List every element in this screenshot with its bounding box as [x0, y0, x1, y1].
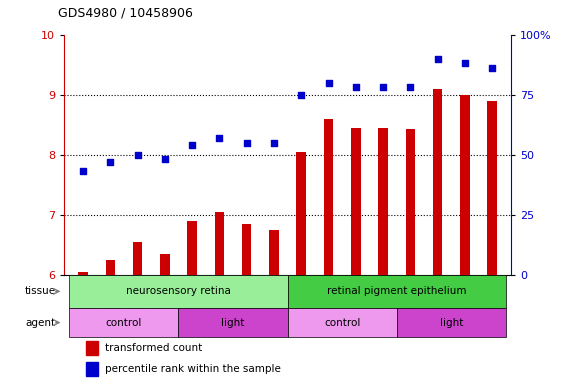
Text: GDS4980 / 10458906: GDS4980 / 10458906	[58, 6, 193, 19]
Text: control: control	[324, 318, 360, 328]
Bar	[78, 271, 88, 275]
Bar	[87, 341, 98, 355]
Bar	[187, 220, 197, 275]
Point	[215, 135, 224, 141]
Text: control: control	[106, 318, 142, 328]
Bar	[324, 119, 333, 275]
Bar	[487, 101, 497, 275]
Text: tissue: tissue	[24, 286, 56, 296]
Bar	[242, 223, 252, 275]
Point	[78, 168, 88, 174]
Text: light: light	[440, 318, 463, 328]
Text: light: light	[221, 318, 245, 328]
Bar	[178, 308, 288, 337]
Point	[242, 139, 252, 146]
Point	[460, 60, 469, 66]
Point	[351, 84, 360, 91]
Bar	[214, 212, 224, 275]
Point	[324, 79, 333, 86]
Point	[433, 56, 442, 62]
Bar	[406, 129, 415, 275]
Bar	[351, 127, 361, 275]
Bar	[460, 94, 469, 275]
Point	[487, 65, 497, 71]
Bar	[69, 275, 288, 308]
Point	[378, 84, 388, 91]
Bar	[269, 230, 279, 275]
Bar	[296, 152, 306, 275]
Text: retinal pigment epithelium: retinal pigment epithelium	[327, 286, 467, 296]
Point	[106, 159, 115, 165]
Bar	[433, 89, 442, 275]
Bar	[133, 242, 142, 275]
Bar	[160, 253, 170, 275]
Point	[406, 84, 415, 91]
Bar	[288, 275, 506, 308]
Point	[296, 91, 306, 98]
Bar	[106, 260, 115, 275]
Bar	[378, 127, 388, 275]
Point	[270, 139, 279, 146]
Bar	[288, 308, 397, 337]
Bar	[397, 308, 506, 337]
Bar	[87, 362, 98, 376]
Text: neurosensory retina: neurosensory retina	[126, 286, 231, 296]
Point	[188, 142, 197, 148]
Text: agent: agent	[26, 318, 56, 328]
Point	[160, 156, 170, 162]
Text: percentile rank within the sample: percentile rank within the sample	[105, 364, 281, 374]
Text: transformed count: transformed count	[105, 343, 202, 353]
Bar	[69, 308, 178, 337]
Point	[133, 152, 142, 158]
